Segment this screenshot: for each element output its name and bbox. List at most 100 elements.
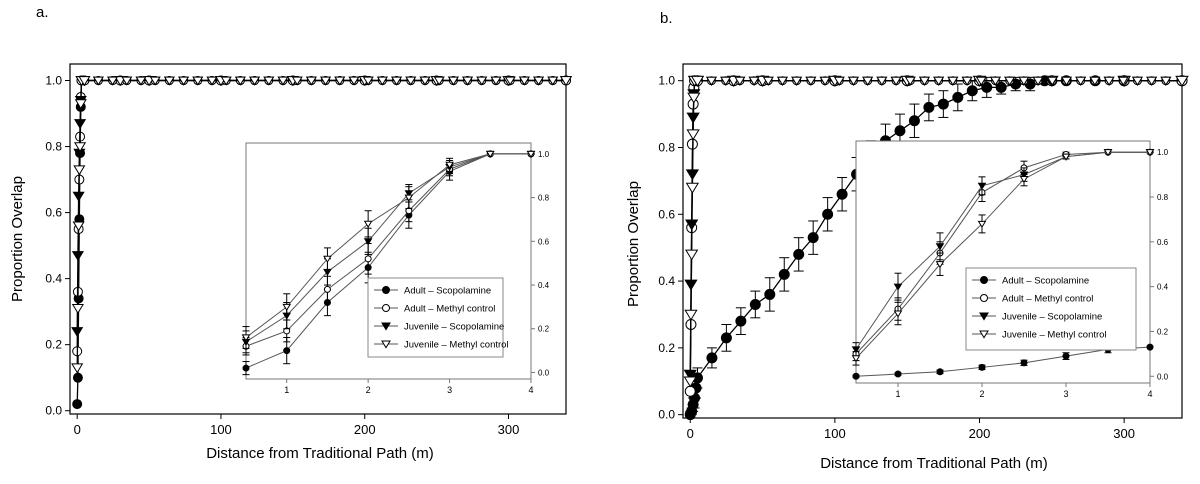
data-point [72,399,83,410]
plateau-point [961,76,973,86]
series-4 [71,76,573,374]
inset-data-point [1061,153,1071,161]
plateau-point [947,76,959,86]
data-point [822,208,834,220]
plateau-point [305,76,317,86]
plateau-point [107,76,119,86]
plateau-point [149,76,161,86]
data-point [793,248,805,260]
x-tick-label: 100 [210,422,232,437]
series-line [76,79,566,368]
y-tick-label: 0.4 [658,274,675,288]
legend-entry-2: Adult – Methyl control [374,304,495,315]
legend-label: Adult – Scopolamine [404,286,491,297]
data-point [720,332,732,344]
inset-x-tick-label: 1 [284,385,289,395]
plateau-point [547,76,559,86]
plateau-point [334,76,346,86]
plateau-point [249,76,261,86]
plateau-point [504,76,516,86]
plateau-point [862,76,874,86]
plateau-point [819,76,831,86]
legend-label: Adult – Methyl control [404,304,495,315]
plateau-point [748,76,760,86]
inset-x-tick-label: 2 [979,389,984,399]
inset-x-tick-label: 3 [1063,389,1068,399]
plateau-point [362,76,374,86]
plateau-point [847,76,859,86]
inset-data-point [363,238,373,246]
inset-data-point [935,243,945,251]
inset-x-tick-label: 2 [366,385,371,395]
y-tick-label: 0.2 [658,341,675,355]
legend-entry-4: Juvenile – Methyl control [374,340,509,351]
x-tick-label: 200 [969,426,991,441]
legend-label: Juvenile – Methyl control [1002,330,1107,341]
data-point [995,81,1007,93]
plateau-point [263,76,275,86]
plateau-point [234,76,246,86]
inset-data-point [282,303,292,311]
plateau-point [220,76,232,86]
plateau-point [705,76,717,86]
inset-data-point [1103,149,1113,157]
legend-marker [381,340,391,349]
plateau-point [192,76,204,86]
y-tick-label: 1.0 [658,74,675,88]
inset-x-tick-label: 4 [1147,389,1152,399]
inset-y-tick-label: 1.0 [538,150,550,159]
inset-data-point [404,194,414,202]
inset-data-point [852,372,860,380]
inset-data-point [241,334,251,342]
inset-x-tick-label: 3 [447,385,452,395]
inset-data-point [851,355,861,363]
plateau-point [277,76,289,86]
x-tick-label: 300 [1113,426,1135,441]
data-point [952,91,964,103]
inset-y-tick-label: 0.4 [1157,283,1169,292]
x-tick-label: 0 [687,426,694,441]
plateau-point [1146,76,1158,86]
data-point [74,99,87,110]
inset-data-point [526,150,536,159]
inset-data-point [978,363,986,371]
y-axis-title: Proportion Overlap [9,176,26,302]
y-tick-label: 0.0 [45,404,62,418]
legend-entry-3: Juvenile – Scopolamine [972,312,1102,323]
inset-data-point [893,283,903,291]
plateau-point [1089,76,1101,86]
inset-x-tick-label: 1 [895,389,900,399]
legend-marker [382,304,390,312]
data-point [706,352,718,364]
plateau-point [933,76,945,86]
data-point [72,221,85,232]
inset-y-tick-label: 0.0 [538,368,550,377]
inset-y-tick-label: 0.2 [538,325,550,334]
inset-y-tick-label: 0.8 [538,194,550,203]
data-point [684,309,698,321]
x-tick-label: 300 [498,422,520,437]
plateau-point [762,76,774,86]
inset-series-4 [241,150,536,349]
plateau-point [447,76,459,86]
plateau-point [320,76,332,86]
inset-data-point [893,310,903,318]
legend-label: Juvenile – Methyl control [404,340,509,351]
inset-data-point [977,220,987,229]
inset-data-point [364,255,372,263]
inset-data-point [1145,149,1155,157]
plateau-point [291,76,303,86]
inset-y-tick-label: 0.6 [1157,238,1169,247]
inset-data-point [1019,176,1029,184]
data-point [72,372,83,383]
data-point [735,315,747,327]
data-point [683,376,697,388]
y-axis-title: Proportion Overlap [625,181,642,307]
data-point [690,75,705,87]
plateau-point [975,76,987,86]
inset-x-tick-label: 4 [528,385,533,395]
inset-data-point [936,368,944,376]
chart-panel-a: 0 100 200 300 0.0 0.2 0.4 0.6 0.8 1.0 Distance fro… [9,63,573,462]
legend-marker [979,330,989,339]
plateau-point [533,76,545,86]
